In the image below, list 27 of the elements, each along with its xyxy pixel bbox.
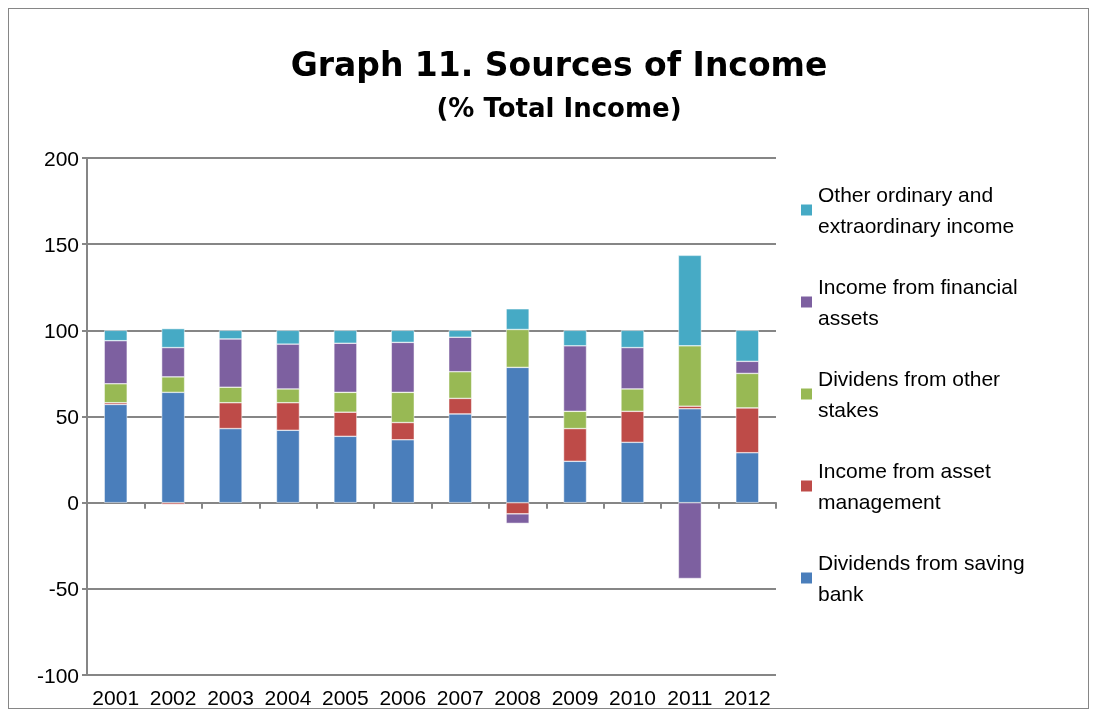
x-tick-label: 2006 — [379, 686, 427, 709]
legend-label: Dividens from other stakes — [818, 367, 1006, 421]
x-tick-label: 2011 — [667, 686, 713, 709]
x-tick-label: 2009 — [551, 686, 599, 709]
legend-label: Dividends from saving bank — [818, 551, 1031, 605]
legend-label: Income from financial assets — [818, 275, 1024, 329]
x-tick-label: 2004 — [264, 686, 312, 709]
x-tick-label: 2003 — [207, 686, 254, 709]
y-tick-label: 200 — [43, 146, 79, 170]
x-tick-label: 2001 — [92, 686, 140, 709]
y-tick-label: -100 — [36, 663, 79, 687]
legend-label: Other ordinary and extraordinary income — [818, 183, 1015, 237]
y-tick-label: 50 — [55, 405, 79, 428]
y-tick-label: 150 — [43, 232, 79, 256]
x-tick-label: 2010 — [609, 686, 656, 709]
x-tick-label: 2008 — [494, 686, 541, 709]
x-tick-label: 2002 — [149, 686, 197, 709]
y-tick-label: -50 — [48, 577, 79, 601]
x-tick-label: 2012 — [723, 686, 771, 709]
y-tick-label: 0 — [67, 491, 79, 515]
x-tick-label: 2007 — [436, 686, 484, 709]
chart-title: Graph 11. Sources of Income — [290, 45, 828, 84]
y-tick-label: 100 — [43, 318, 79, 342]
x-tick-label: 2005 — [322, 686, 369, 709]
chart-subtitle: (% Total Income) — [436, 93, 682, 123]
legend-label: Income from asset management — [818, 459, 997, 513]
bar — [104, 404, 128, 503]
